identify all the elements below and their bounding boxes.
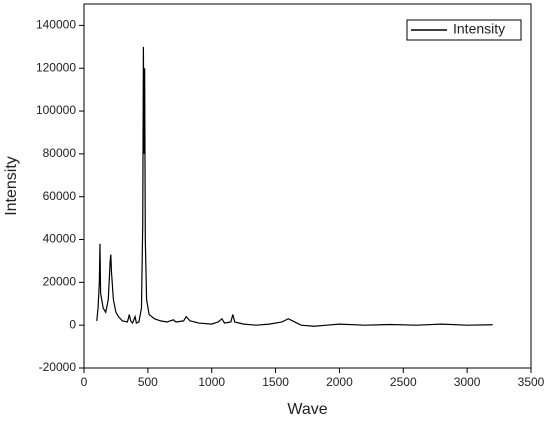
x-tick-label: 3000 [454, 375, 481, 389]
x-axis-title: Wave [287, 401, 327, 418]
x-tick-label: 0 [81, 375, 88, 389]
y-tick-label: 0 [69, 317, 76, 331]
y-tick-label: 80000 [43, 146, 77, 160]
legend-label: Intensity [453, 21, 505, 37]
y-tick-label: 60000 [43, 189, 77, 203]
x-tick-label: 3500 [518, 375, 545, 389]
y-axis-title: Intensity [3, 156, 20, 216]
x-tick-label: 1500 [262, 375, 289, 389]
y-tick-label: 40000 [43, 232, 77, 246]
y-tick-label: -20000 [39, 360, 77, 374]
x-tick-label: 2000 [326, 375, 353, 389]
legend-box [406, 19, 522, 41]
y-tick-label: 100000 [36, 103, 76, 117]
x-tick-label: 500 [138, 375, 158, 389]
series-line [96, 46, 493, 327]
x-tick-label: 1000 [198, 375, 225, 389]
x-tick-label: 2500 [390, 375, 417, 389]
plot-frame [83, 3, 532, 369]
y-tick-label: 120000 [36, 60, 76, 74]
y-tick-label: 20000 [43, 275, 77, 289]
y-tick-label: 140000 [36, 18, 76, 32]
